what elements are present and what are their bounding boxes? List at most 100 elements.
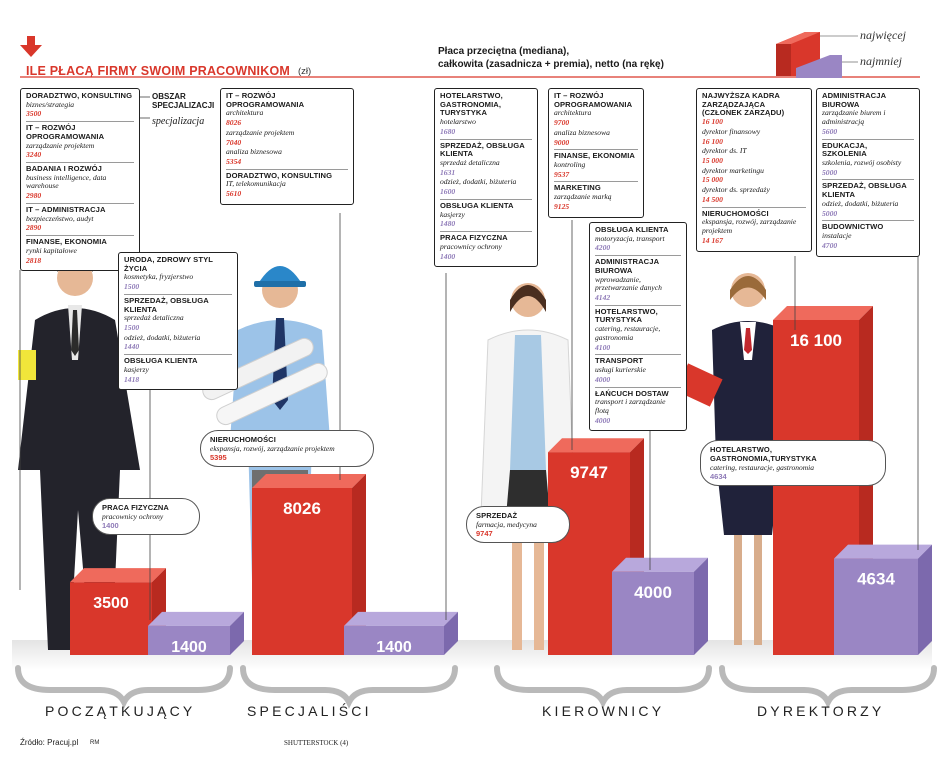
key-area-label: OBSZAR SPECJALIZACJI [152, 92, 215, 111]
area-name: SPRZEDAŻ, OBSŁUGA KLIENTA [822, 181, 907, 200]
box-entry: IT – ROZWÓJ OPROGRAMOWANIA architektura 80… [226, 91, 348, 167]
title-unit: (zł) [298, 66, 312, 77]
area-name: OBSŁUGA KLIENTA [595, 225, 669, 234]
bars-layer: 3500 1400 8026 1400 9747 4000 16 100 4634 [70, 306, 932, 656]
area-name: SPRZEDAŻ, OBSŁUGA KLIENTA [440, 140, 525, 159]
bar-value-label: 1400 [376, 639, 412, 656]
salary-value: 2980 [26, 191, 42, 201]
salary-value: 1631 [440, 167, 456, 177]
box-entry: OBSŁUGA KLIENTA motoryzacja, transport 420… [595, 225, 681, 253]
salary-value: 1418 [124, 374, 140, 384]
box-entry: HOTELARSTWO, TURYSTYKA catering, restaura… [595, 304, 681, 353]
area-name: IT – ADMINISTRACJA [26, 204, 106, 214]
subtitle-line-2: całkowita (zasadnicza + premia), netto (… [438, 58, 664, 70]
salary-value: 1500 [124, 282, 140, 292]
salary-value: 14 167 [702, 235, 723, 245]
area-name: IT – ROZWÓJ OPROGRAMOWANIA [554, 91, 633, 109]
person-director [675, 273, 784, 645]
box-entry: DORADZTWO, KONSULTING IT, telekomunikacja… [226, 168, 348, 199]
specialization: dyrektor marketingu 15 000 [702, 165, 806, 185]
bar-side [230, 611, 244, 655]
box-entry: SPRZEDAŻ, OBSŁUGA KLIENTA odzież, dodatki… [822, 179, 914, 218]
area-name: URODA, ZDROWY STYL ŻYCIA [124, 255, 213, 273]
specialization: transport i zarządzanie flotą 4000 [595, 397, 681, 425]
specialization-name: zarządzanie marką [554, 192, 612, 202]
area-name: OBSŁUGA KLIENTA [124, 356, 198, 366]
box-entry: ADMINISTRACJA BIUROWA wprowadzanie, przet… [595, 255, 681, 303]
area-name: ADMINISTRACJA BIUROWA [595, 257, 659, 275]
salary-value: 14 500 [702, 194, 723, 204]
salary-value: 5000 [822, 208, 838, 218]
legend-high-label: najwięcej [860, 28, 906, 42]
box-entry: NIERUCHOMOŚCI ekspansja, rozwój, zarządza… [702, 206, 806, 246]
specialization-name: zarządzanie projektem [26, 140, 95, 150]
salary-value: 1480 [440, 219, 456, 229]
area-name: SPRZEDAŻ, OBSŁUGA KLIENTA [124, 295, 209, 314]
callout-area: SPRZEDAŻ [476, 511, 518, 520]
specialization: 16 100 [702, 117, 806, 127]
specialization-name: sprzedaż detaliczna [124, 313, 184, 323]
specialization-name: dyrektor marketingu [702, 165, 764, 175]
specialization-name: sprzedaż detaliczna [440, 158, 500, 168]
specialization-name: dyrektor ds. IT [702, 146, 747, 156]
box-entry: DORADZTWO, KONSULTING biznes/strategia 350… [26, 91, 134, 119]
group-label-kierownicy: KIEROWNICY [542, 703, 665, 719]
area-name: DORADZTWO, KONSULTING [26, 91, 133, 100]
specialization: dyrektor ds. sprzedaży 14 500 [702, 185, 806, 204]
area-name: HOTELARSTWO, TURYSTYKA [595, 306, 658, 325]
area-name: FINANSE, EKONOMIA [26, 237, 108, 247]
bar-top [612, 557, 708, 572]
subtitle-line-1: Płaca przeciętna (mediana), [438, 46, 570, 57]
box-specjalisci-highest: IT – ROZWÓJ OPROGRAMOWANIA architektura 80… [220, 88, 354, 205]
brace-dyrektorzy [719, 665, 937, 709]
box-entry: OBSŁUGA KLIENTA kasjerzy 1480 [440, 198, 532, 229]
salary-value: 2818 [26, 255, 42, 265]
box-entry: IT – ADMINISTRACJA bezpieczeństwo, audyt 2… [26, 202, 134, 233]
bar-low: 4000 [612, 557, 708, 655]
bar-value-label: 9747 [570, 463, 608, 482]
down-arrow-icon [20, 36, 42, 57]
specialization-name: architektura [554, 108, 592, 118]
area-name: FINANSE, EKONOMIA [554, 151, 636, 161]
specialization-name: IT, telekomunikacja [226, 179, 286, 189]
area-name: TRANSPORT [595, 356, 644, 366]
specialization: usługi kurierskie 4000 [595, 365, 681, 384]
specialization-name: hotelarstwo [440, 117, 476, 127]
callout-area: PRACA FIZYCZNA [102, 503, 169, 512]
salary-value: 1440 [124, 342, 140, 352]
callout-value: 1400 [102, 521, 119, 530]
salary-value: 8026 [226, 118, 242, 128]
specialization: odzież, dodatki, biżuteria 1600 [440, 178, 532, 196]
box-dyrektorzy-highest: NAJWYŻSZA KADRA ZARZĄDZAJĄCA (CZŁONEK ZA… [696, 88, 812, 252]
salary-value: 15 000 [702, 175, 723, 185]
bar-front [834, 558, 918, 655]
specialization-name: odzież, dodatki, biżuteria [822, 198, 899, 208]
area-name: PRACA FIZYCZNA [440, 233, 508, 243]
specialization-name: catering, restauracje, gastronomia [595, 324, 661, 342]
box-entry: MARKETING zarządzanie marką 9125 [554, 181, 638, 211]
chart-subtitle: Płaca przeciętna (mediana), całkowita (z… [438, 46, 698, 71]
box-entry: IT – ROZWÓJ OPROGRAMOWANIA zarządzanie pr… [26, 121, 134, 160]
specialization-name: architektura [226, 108, 264, 118]
box-entry: TRANSPORT usługi kurierskie 4000 [595, 354, 681, 384]
specialization: wprowadzanie, przetwarzanie danych 4142 [595, 275, 681, 303]
bar-front [70, 582, 152, 655]
salary-value: 9000 [554, 137, 570, 147]
specialization-name: pracownicy ochrony [440, 241, 502, 251]
box-kierownicy-lowest: OBSŁUGA KLIENTA motoryzacja, transport 420… [589, 222, 687, 432]
bar-side [918, 544, 932, 655]
specialization: catering, restauracje, gastronomia 4100 [595, 324, 681, 352]
specialization: odzież, dodatki, biżuteria 1440 [124, 333, 232, 352]
area-name: EDUKACJA, SZKOLENIA [822, 140, 868, 159]
specialization-name: transport i zarządzanie flotą [595, 397, 666, 415]
area-name: DORADZTWO, KONSULTING [226, 170, 333, 180]
specialization: motoryzacja, transport 4200 [595, 234, 681, 253]
salary-value: 7040 [226, 137, 242, 147]
salary-value: 1600 [440, 187, 456, 197]
specialization: sprzedaż detaliczna 1500 [124, 314, 232, 332]
specialization-name: business intelligence, data warehouse [26, 172, 107, 191]
box-poczatkujacy-lowest: URODA, ZDROWY STYL ŻYCIA kosmetyka, fryzj… [118, 252, 238, 391]
box-kierownicy-highest: IT – ROZWÓJ OPROGRAMOWANIA architektura 97… [548, 88, 644, 218]
specialization: architektura 8026 [226, 109, 348, 127]
